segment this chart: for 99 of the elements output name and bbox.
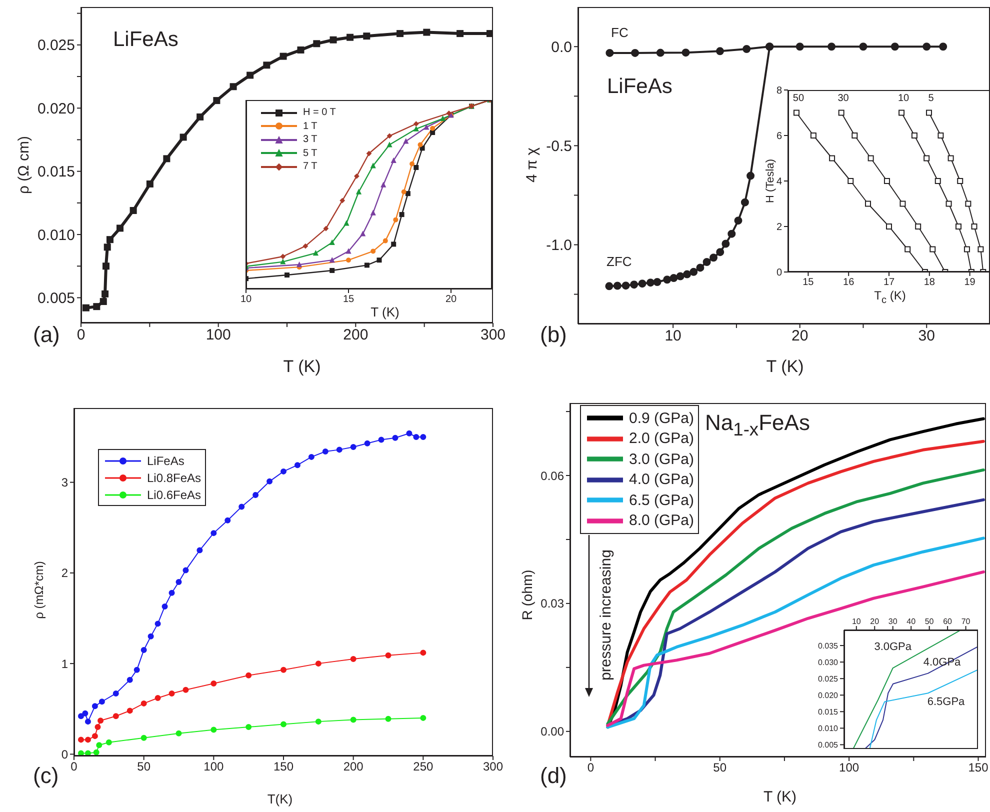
legend-label: 3 T	[303, 134, 318, 146]
legend-label: 8.0 (GPa)	[629, 512, 694, 530]
x-tick-label: 0	[587, 760, 594, 775]
y-tick-label: 8	[776, 86, 782, 97]
series-label: 10	[898, 92, 910, 104]
x-tick-label: 30	[888, 617, 898, 626]
y-tick-label: 0.06	[540, 468, 564, 483]
series-label: 50	[792, 92, 804, 104]
x-axis-title: T (K)	[766, 357, 804, 377]
y-tick-label: 0.03	[540, 596, 564, 611]
text: (d)	[540, 763, 567, 788]
legend-label: 7 T	[303, 161, 318, 172]
x-tick-label: 10	[240, 294, 252, 306]
y-tick-label: 0.025	[818, 674, 839, 684]
y-tick-label: 0.015	[818, 707, 839, 716]
y-axis-title: H (Tesla)	[764, 158, 777, 204]
y-tick-label: -0.5	[546, 138, 572, 156]
legend-label: 6.5 (GPa)	[629, 492, 694, 509]
y-tick-label: -1.0	[546, 237, 572, 254]
y-tick-label: 0.00	[540, 724, 564, 739]
x-tick-label: 50	[713, 760, 727, 775]
y-tick-label: 2	[61, 566, 68, 580]
y-tick-label: 1	[61, 656, 68, 671]
x-tick-label: 150	[968, 760, 989, 775]
annotation: pressure increasing	[597, 550, 615, 680]
x-tick-label: 20	[870, 617, 880, 626]
x-tick-label: 15	[342, 294, 354, 306]
annotation: Na$_{1-x}$FeAs	[705, 410, 810, 440]
y-axis-title: R (ohm)	[518, 570, 536, 620]
y-tick-label: 0.010	[818, 724, 839, 734]
series-label: 3.0GPa	[874, 641, 912, 654]
legend-label: H = 0 T	[303, 107, 336, 118]
y-tick-label: 3	[61, 476, 68, 490]
x-axis-title: T(K)	[267, 792, 293, 808]
y-tick-label: 0	[776, 268, 782, 279]
series-label: 30	[838, 92, 850, 104]
x-tick-label: 18	[924, 277, 936, 288]
y-tick-label: 0.035	[818, 641, 839, 650]
x-axis-title: T (K)	[370, 304, 400, 320]
y-axis-title: ρ (Ω cm)	[15, 136, 33, 194]
series-label: 6.5GPa	[927, 696, 966, 708]
annotation: LiFeAs	[607, 75, 672, 100]
x-axis-title: T$_{c}$ (K)	[874, 288, 906, 306]
series-label: ZFC	[606, 254, 632, 270]
legend-label: 3.0 (GPa)	[629, 450, 694, 468]
y-tick-label: 0.030	[818, 658, 839, 667]
x-tick-label: 30	[918, 328, 935, 345]
x-tick-label: 100	[206, 326, 231, 344]
x-tick-label: 50	[924, 617, 934, 626]
x-tick-label: 60	[943, 617, 953, 626]
text: (c)	[33, 763, 59, 788]
legend-label: 2.0 (GPa)	[629, 430, 694, 448]
y-tick-label: 6	[776, 131, 782, 142]
series-label: 5	[928, 92, 934, 104]
annotation: LiFeAs	[113, 28, 178, 52]
y-tick-label: 0.015	[37, 164, 75, 181]
x-tick-label: 20	[445, 294, 457, 306]
x-axis-title: T (K)	[283, 357, 321, 377]
series-label: FC	[611, 24, 628, 40]
text: (b)	[540, 322, 567, 348]
y-tick-label: 0.005	[37, 290, 75, 308]
y-tick-label: 4	[776, 176, 782, 188]
y-tick-label: 0.005	[818, 740, 839, 750]
text: (a)	[33, 322, 60, 348]
y-tick-label: 0.020	[37, 100, 75, 118]
legend-label: LiFeAs	[147, 454, 184, 468]
x-tick-label: 200	[343, 326, 368, 344]
x-tick-label: 40	[906, 617, 916, 626]
x-axis-title: T (K)	[763, 788, 797, 806]
x-tick-label: 100	[204, 760, 224, 774]
x-tick-label: 250	[413, 760, 434, 774]
legend-label: 5 T	[303, 148, 318, 159]
legend-label: 1 T	[303, 120, 318, 132]
x-tick-label: 15	[802, 277, 814, 288]
x-tick-label: 17	[883, 277, 895, 288]
y-tick-label: 0.025	[37, 37, 75, 54]
y-axis-title: ρ (mΩ*cm)	[32, 561, 47, 619]
x-tick-label: 70	[961, 617, 971, 626]
y-tick-label: 0.0	[551, 38, 572, 56]
legend-label: 4.0 (GPa)	[629, 471, 694, 488]
x-tick-label: 300	[482, 760, 504, 774]
y-tick-label: 0.020	[818, 690, 839, 700]
legend-label: Li0.6FeAs	[147, 488, 202, 502]
legend-label: 0.9 (GPa)	[629, 410, 694, 427]
x-tick-label: 200	[343, 760, 364, 774]
y-tick-label: 0.010	[37, 226, 75, 244]
x-tick-label: 19	[964, 277, 976, 288]
y-axis-title: 4 π χ	[523, 148, 541, 182]
y-tick-label: 2	[776, 222, 782, 234]
y-tick-label: 0	[61, 747, 68, 762]
x-tick-label: 20	[792, 328, 808, 345]
x-tick-label: 100	[839, 760, 860, 775]
legend-label: Li0.8FeAs	[147, 470, 202, 484]
x-tick-label: 10	[664, 328, 682, 345]
x-tick-label: 150	[273, 760, 294, 774]
x-tick-label: 16	[843, 277, 855, 288]
x-tick-label: 300	[480, 326, 506, 344]
x-tick-label: 50	[137, 760, 151, 774]
x-tick-label: 10	[852, 617, 862, 626]
